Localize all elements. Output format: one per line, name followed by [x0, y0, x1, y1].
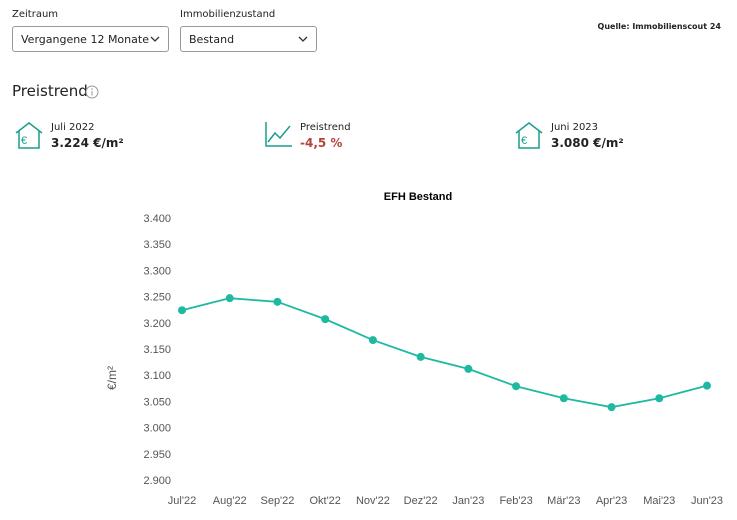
point — [703, 381, 711, 390]
stat-label: Preistrend — [300, 122, 351, 133]
source: Quelle: Immobilienscout 24 — [597, 22, 721, 31]
dropdown-value: Bestand — [189, 32, 235, 46]
point — [655, 394, 664, 403]
house-icon: € — [15, 122, 43, 149]
chevron — [150, 36, 160, 42]
y-tick-label: 3.250 — [143, 292, 171, 304]
info-icon[interactable] — [85, 85, 99, 99]
filter-label: Immobilienzustand — [180, 9, 276, 20]
y-tick-label: 3.300 — [143, 265, 171, 277]
x-tick-label: Sep'22 — [260, 495, 294, 507]
chart-title: EFH Bestand — [384, 191, 452, 203]
x-tick-label: Okt'22 — [309, 495, 340, 507]
point — [512, 382, 521, 391]
stat-value: 3.224 €/m² — [51, 136, 124, 150]
chart: EFH Bestand €/m² 2.900 2.950 3.000 3.050 3.1… — [105, 191, 723, 507]
y-tick-label: 2.900 — [143, 475, 171, 487]
section-title: Preistrend — [12, 82, 88, 100]
line — [181, 297, 708, 409]
y-tick-label: 3.000 — [143, 423, 171, 435]
chevron — [298, 36, 308, 42]
filter-label: Zeitraum — [12, 9, 59, 20]
y-tick-label: 3.350 — [143, 239, 171, 251]
stat-label: Juni 2023 — [551, 122, 599, 133]
y-tick-label: 2.950 — [143, 449, 171, 461]
point — [607, 403, 616, 412]
y-tick-label: 3.400 — [143, 213, 171, 225]
x-tick-label: Nov'22 — [356, 495, 390, 507]
point — [464, 364, 473, 373]
y-tick-label: 3.200 — [143, 318, 171, 330]
point — [273, 297, 282, 306]
point — [178, 306, 186, 315]
x-tick-label: Dez'22 — [404, 495, 438, 507]
trend-icon — [265, 122, 292, 147]
x-tick-label: Mär'23 — [547, 495, 580, 507]
y-axis-label: €/m² — [105, 366, 119, 390]
x-tick-label: Feb'23 — [499, 495, 532, 507]
point — [416, 352, 425, 361]
x-tick-label: Mai'23 — [643, 495, 675, 507]
y-tick-label: 3.100 — [143, 370, 171, 382]
point — [321, 315, 330, 324]
stat-value: -4,5 % — [300, 136, 343, 150]
point — [225, 294, 234, 303]
svg-text:€: € — [521, 135, 527, 147]
y-tick-label: 3.150 — [143, 344, 171, 356]
dropdown[interactable]: Vergangene 12 Monate — [12, 26, 169, 52]
x-tick-label: Jun'23 — [691, 495, 723, 507]
x-tick-label: Apr'23 — [596, 495, 627, 507]
stat-value: 3.080 €/m² — [551, 136, 624, 150]
y-tick-label: 3.050 — [143, 396, 171, 408]
x-tick-label: Jan'23 — [452, 495, 484, 507]
x-tick-label: Aug'22 — [213, 495, 247, 507]
stat-label: Juli 2022 — [51, 122, 95, 133]
point — [368, 336, 377, 345]
svg-text:€: € — [21, 135, 27, 147]
dropdown-value: Vergangene 12 Monate — [21, 32, 149, 46]
x-tick-label: Jul'22 — [168, 495, 196, 507]
house-icon: € — [515, 122, 543, 149]
dropdown[interactable]: Bestand — [180, 26, 317, 52]
point — [559, 394, 568, 403]
